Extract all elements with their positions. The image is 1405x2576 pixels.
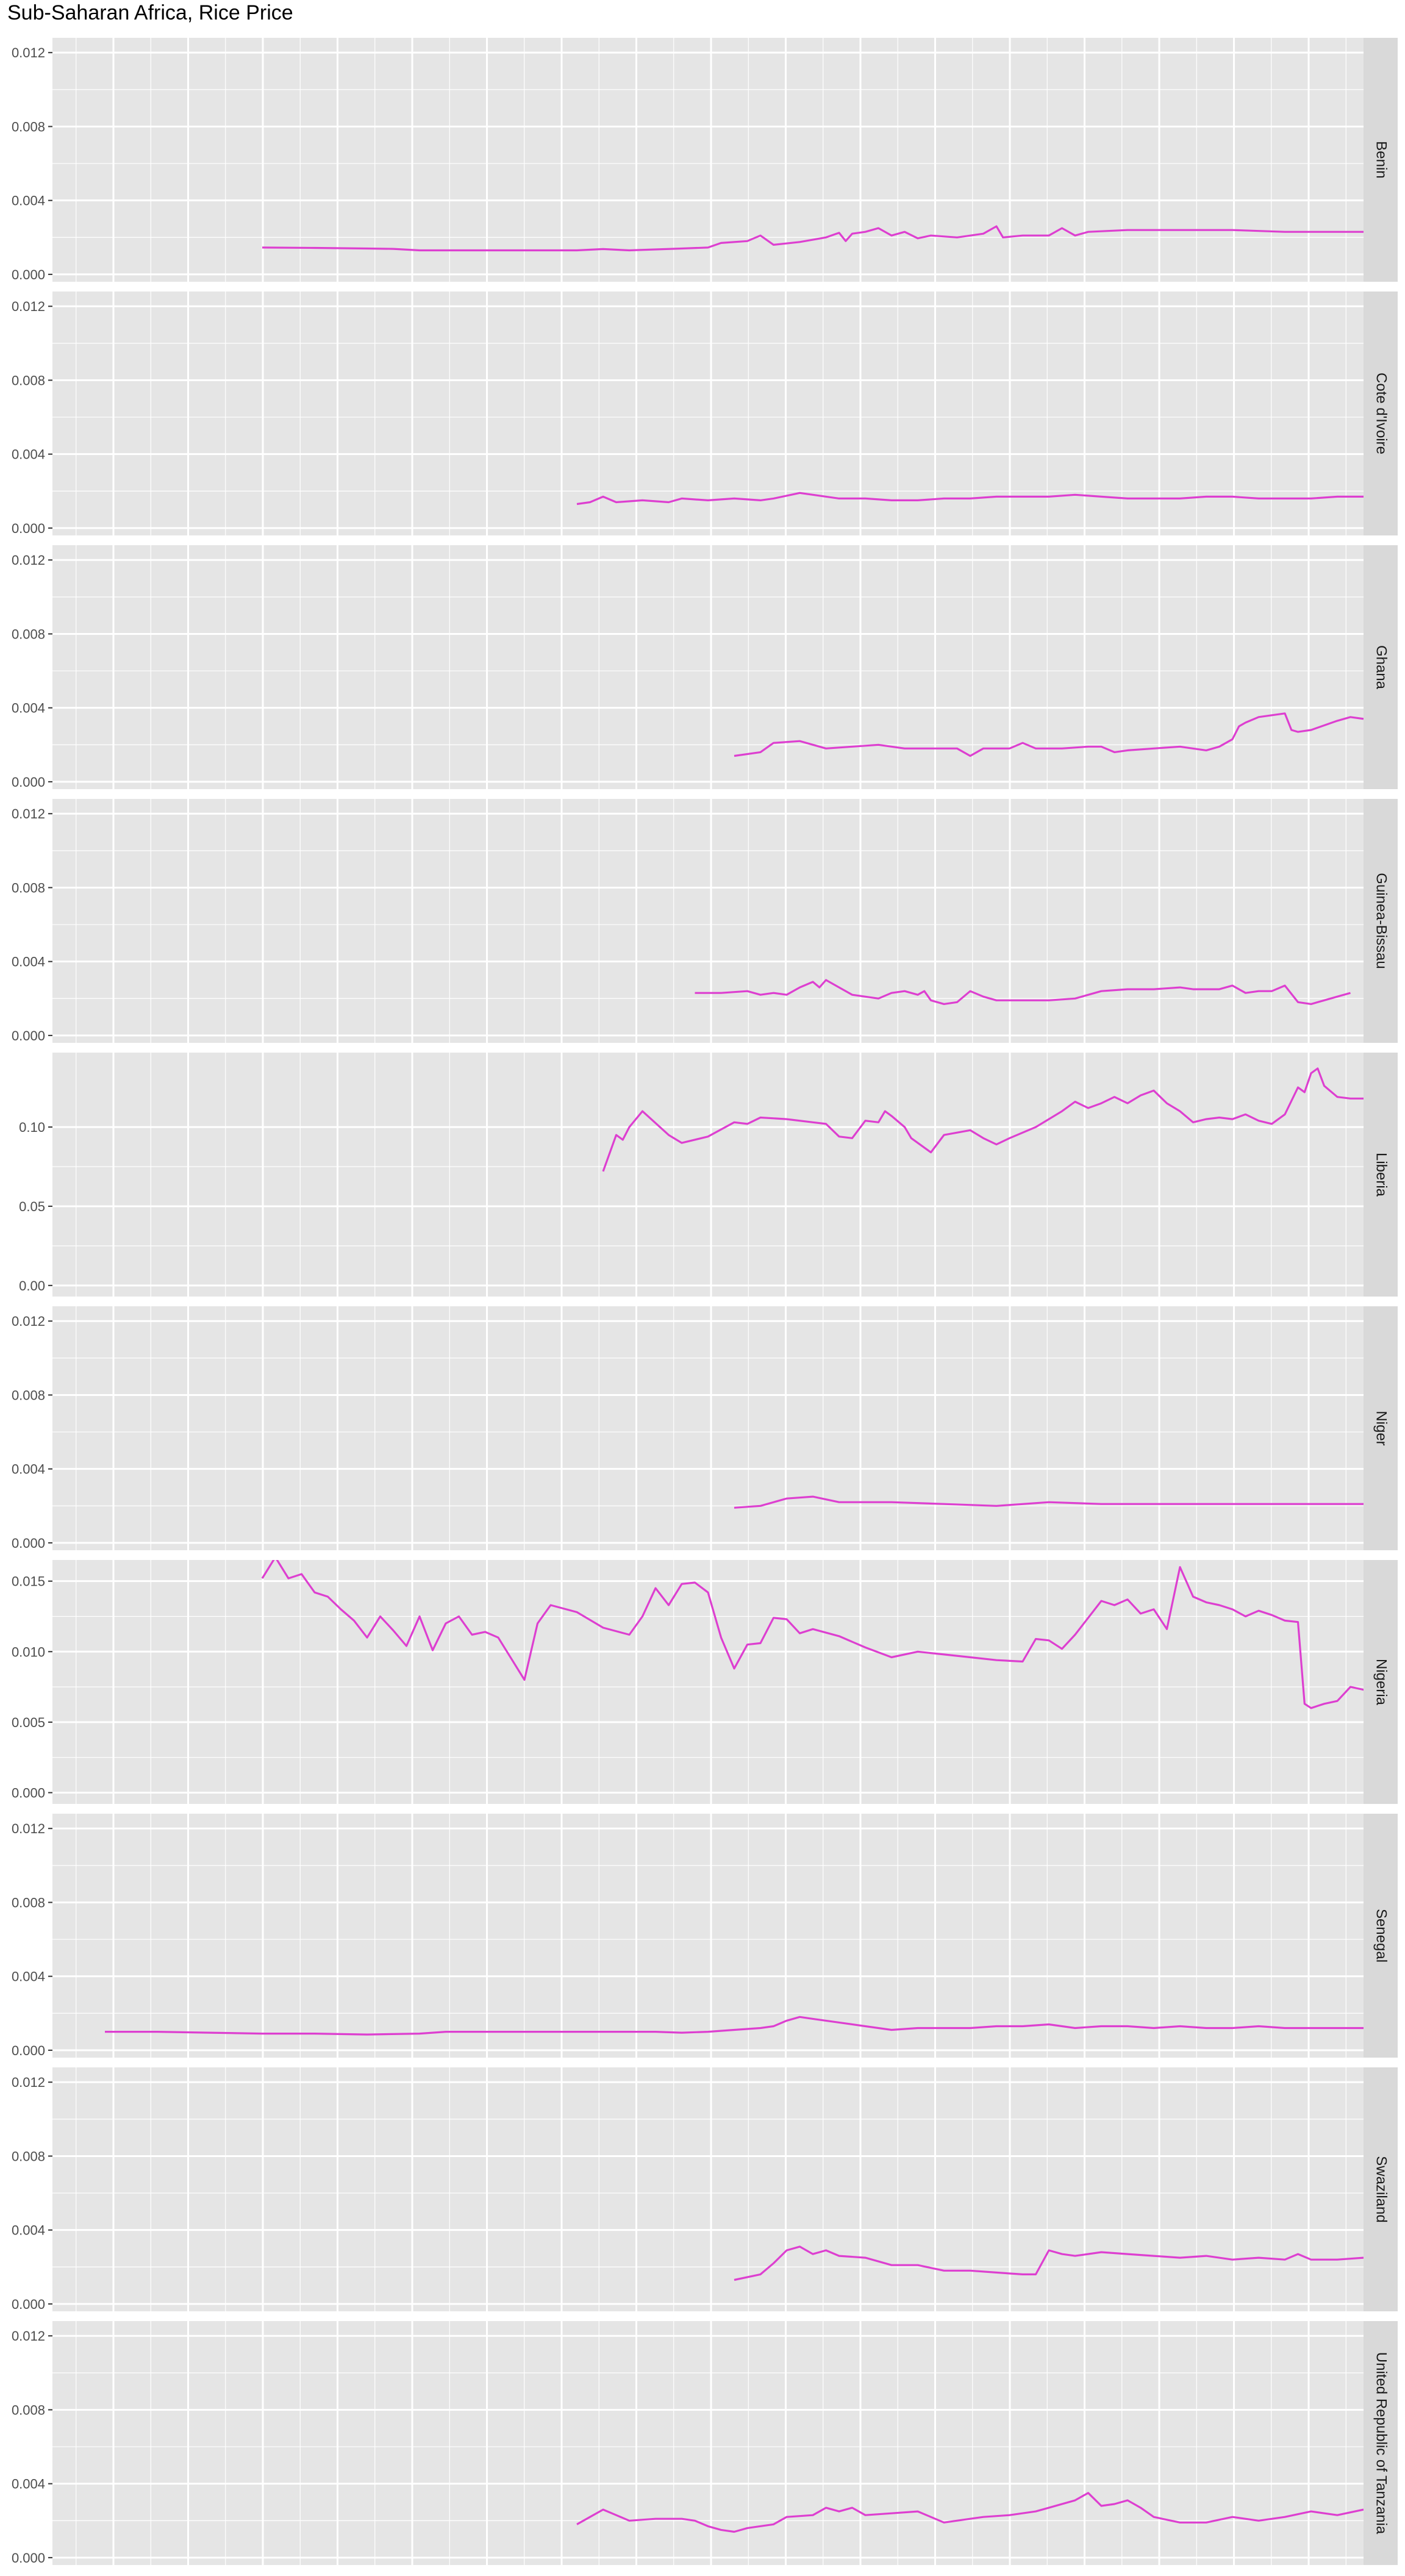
y-tick-label: 0.012 [12, 806, 45, 821]
panel-niger: 0.000 0.004 0.008 0.012 Niger [12, 1306, 1398, 1551]
panel-background [52, 545, 1364, 789]
panel-background [52, 1814, 1364, 2058]
y-tick-label: 0.004 [12, 1462, 45, 1477]
y-tick-label: 0.012 [12, 1821, 45, 1836]
panel-senegal: 0.000 0.004 0.008 0.012 Senegal [12, 1814, 1398, 2058]
facet-strip-label: Ghana [1373, 645, 1390, 690]
y-tick-label: 0.008 [12, 119, 45, 134]
y-tick-label: 0.05 [19, 1199, 45, 1214]
panel-background [52, 2321, 1364, 2565]
y-tick-label: 0.004 [12, 2223, 45, 2238]
y-tick-label: 0.010 [12, 1644, 45, 1659]
series-line-senegal [105, 2016, 1364, 2036]
panel-benin: 0.000 0.004 0.008 0.012 Benin [12, 38, 1398, 282]
panel-swaziland: 0.000 0.004 0.008 0.012 Swaziland [12, 2067, 1398, 2312]
y-tick-label: 0.008 [12, 1895, 45, 1910]
y-tick-label: 0.000 [12, 2550, 45, 2566]
facet-strip [1364, 1814, 1398, 2058]
y-tick-label: 0.004 [12, 2477, 45, 2492]
facet-strip-label: Niger [1373, 1411, 1390, 1445]
facet-strip-label: Cote d'Ivoire [1373, 373, 1390, 454]
panel-background [52, 1560, 1364, 1804]
y-tick-label: 0.012 [12, 299, 45, 314]
y-tick-label: 0.000 [12, 1786, 45, 1801]
y-tick-label: 0.10 [19, 1120, 45, 1135]
panel-background [52, 1053, 1364, 1297]
panel-background [52, 2067, 1364, 2311]
series-line-guinea-bissau [695, 979, 1351, 1005]
y-tick-label: 0.012 [12, 1314, 45, 1329]
y-tick-label: 0.008 [12, 2402, 45, 2417]
y-tick-label: 0.005 [12, 1715, 45, 1730]
y-tick-label: 0.004 [12, 701, 45, 716]
facet-strip-label: Nigeria [1373, 1659, 1390, 1706]
facet-strip-label: United Republic of Tanzania [1373, 2352, 1390, 2535]
facet-strip-label: Liberia [1373, 1153, 1390, 1197]
y-tick-label: 0.015 [12, 1574, 45, 1589]
y-tick-label: 0.004 [12, 193, 45, 209]
y-tick-label: 0.008 [12, 373, 45, 388]
y-tick-label: 0.012 [12, 553, 45, 568]
panel-background [52, 38, 1364, 282]
facet-strip-label: Swaziland [1373, 2156, 1390, 2222]
y-tick-label: 0.008 [12, 1387, 45, 1403]
panel-background [52, 1306, 1364, 1550]
facet-strip-label: Guinea-Bissau [1373, 873, 1390, 968]
y-tick-label: 0.004 [12, 1969, 45, 1984]
series-line-swaziland [734, 2245, 1364, 2281]
facet-strip [1364, 1306, 1398, 1550]
y-tick-label: 0.008 [12, 880, 45, 895]
y-tick-label: 0.000 [12, 267, 45, 282]
facet-strip [1364, 799, 1398, 1043]
panel-liberia: 0.00 0.05 0.10 Liberia [19, 1053, 1398, 1297]
facet-strip [1364, 2321, 1398, 2565]
series-line-benin [262, 225, 1364, 252]
panel-ghana: 0.000 0.004 0.008 0.012 Ghana [12, 545, 1398, 790]
y-tick-label: 0.012 [12, 45, 45, 60]
series-line-united-republic-of-tanzania [576, 2492, 1364, 2533]
y-tick-label: 0.012 [12, 2075, 45, 2090]
series-line-liberia [602, 1067, 1364, 1172]
y-tick-label: 0.000 [12, 1536, 45, 1551]
y-tick-label: 0.000 [12, 2043, 45, 2058]
y-tick-label: 0.012 [12, 2328, 45, 2344]
facet-strip-label: Benin [1373, 141, 1390, 178]
facet-strip [1364, 38, 1398, 282]
y-tick-label: 0.000 [12, 1028, 45, 1043]
y-tick-label: 0.004 [12, 447, 45, 462]
y-tick-label: 0.000 [12, 521, 45, 536]
y-tick-label: 0.008 [12, 2148, 45, 2164]
series-line-cote-d-ivoire [576, 492, 1364, 506]
y-tick-label: 0.004 [12, 954, 45, 970]
series-line-ghana [734, 712, 1364, 757]
panel-nigeria: 0.000 0.005 0.010 0.015 Nigeria [12, 1560, 1398, 1804]
facet-strip-label: Senegal [1373, 1909, 1390, 1962]
facet-strip [1364, 2067, 1398, 2311]
panel-guinea-bissau: 0.000 0.004 0.008 0.012 Guinea-Bissau [12, 799, 1398, 1043]
facet-strip [1364, 292, 1398, 535]
y-tick-label: 0.00 [19, 1278, 45, 1293]
panel-background [52, 292, 1364, 535]
panel-background [52, 799, 1364, 1043]
y-tick-label: 0.000 [12, 775, 45, 790]
chart-title: Sub-Saharan Africa, Rice Price [7, 1, 293, 24]
y-tick-label: 0.008 [12, 626, 45, 642]
facet-strip [1364, 1560, 1398, 1804]
facet-strip [1364, 545, 1398, 789]
panel-cote-d-ivoire: 0.000 0.004 0.008 0.012 Cote d'Ivoire [12, 292, 1398, 536]
series-line-nigeria [261, 1560, 1364, 1709]
y-tick-label: 0.000 [12, 2297, 45, 2312]
series-line-niger [734, 1495, 1364, 1509]
facet-strip [1364, 1053, 1398, 1297]
panel-united-republic-of-tanzania: 0.000 0.004 0.008 0.012 United Republic of T… [12, 2321, 1398, 2566]
